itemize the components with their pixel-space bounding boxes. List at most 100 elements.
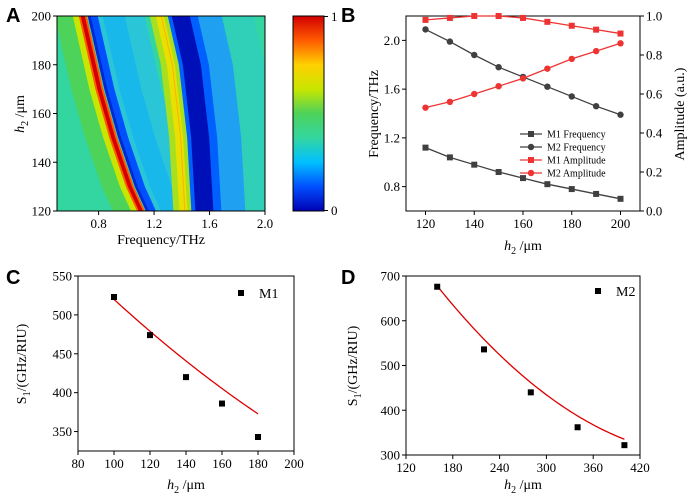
series-point-m2-frequency-5 [544,83,551,90]
scatter-d-xtick-label-0: 120 [396,460,416,475]
scatter-d-legend-marker [595,288,601,294]
scatter-d-ylabel-main: S [346,398,361,406]
scatter-c-legend: M1 [238,287,278,302]
line-chart-right-ytick-label-3: 0.6 [646,87,663,102]
panel-b-line-chart: 120 140 160 180 200 0.8 1.2 1.6 2.0 0.0 0.2 0.4 0.6 0… [367,9,688,258]
scatter-d-point-1 [481,346,487,353]
scatter-d-xlabel-sub: 2 [511,485,516,495]
scatter-c-ytick-label-4: 550 [53,269,73,284]
series-point-m1-frequency-8 [617,195,624,202]
colorbar: 1 0 [292,9,338,218]
scatter-c-xtick-label-6: 200 [284,456,304,471]
heat-band-cyan-deep [102,16,183,211]
series-point-m1-frequency-0 [422,144,429,151]
scatter-d-point-2 [527,389,534,396]
line-chart-xtick-label-0: 120 [416,216,436,231]
series-point-m2-frequency-2 [471,51,478,59]
legend-label-m1-amplitude: M1 Amplitude [547,156,606,167]
series-point-m1-frequency-7 [593,190,600,197]
scatter-d-legend: M2 [595,285,635,300]
scatter-d-plot [434,283,628,449]
heatmap-ytick-label-0: 120 [32,204,52,219]
scatter-d-xtick-label-3: 300 [537,460,557,475]
scatter-c-xlabel-unit: /μm [179,478,205,493]
scatter-d-frame [405,275,641,456]
heat-band-red-m1 [80,16,143,211]
line-chart-ylabel-left: Frequency/THz [367,70,382,158]
scatter-c-point-4 [255,434,261,440]
heatmap-xtick-label-1: 1.2 [146,216,162,231]
heatmap-axes: 0.8 1.2 1.6 2.0 120 140 160 180 200 [32,9,274,232]
series-point-m2-amplitude-1 [446,98,454,106]
colorbar-min-label: 0 [331,203,338,218]
line-chart-left-ytick-label-2: 1.6 [384,82,401,97]
heatmap-ytick-label-3: 180 [32,57,52,72]
scatter-d-ylabel-sub: 1 [353,393,364,398]
scatter-c-xtick-label-3: 140 [176,456,196,471]
panel-d-scatter: 120 180 240 300 360 420 300 400 500 600 700 M2 h2 … [346,269,650,495]
series-line-m2-frequency [425,28,621,116]
line-chart-xlabel: h2 /μm [504,239,542,257]
scatter-c-ytick-label-2: 450 [53,346,73,361]
scatter-d-ytick-label-0: 300 [381,448,401,463]
line-chart-xtick-label-4: 200 [611,216,631,231]
scatter-d-xtick-label-4: 360 [583,460,603,475]
series-point-m2-amplitude-6 [568,55,575,63]
scatter-c-xtick-label-1: 100 [104,456,124,471]
scatter-c-ylabel-unit: /(GHz/RIU) [15,323,30,391]
series-point-m1-amplitude-5 [544,18,551,25]
legend-marker-m1-frequency [528,131,534,137]
scatter-c-xtick-label-0: 80 [72,456,85,471]
series-point-m2-amplitude-0 [422,104,429,111]
series-point-m2-amplitude-3 [495,83,502,90]
line-chart-left-ytick-label-1: 1.2 [384,130,400,145]
line-chart-right-ytick-label-0: 0.0 [646,204,662,219]
heatmap-resonance-bands [57,16,265,211]
series-point-m1-frequency-3 [495,169,502,175]
scatter-c-xtick-label-5: 180 [248,456,268,471]
scatter-c-ylabel-sub: 1 [22,391,33,396]
panel-label-a: A [6,5,20,27]
heatmap-ylabel: h2 /μm [13,95,31,133]
scatter-c-xtick-label-2: 120 [140,456,160,471]
series-point-m1-amplitude-7 [593,26,600,33]
line-chart-right-ytick-label-4: 0.8 [646,48,662,63]
line-chart-right-ytick-label-1: 0.2 [646,165,662,180]
panel-label-c: C [6,267,20,289]
scatter-d-xlabel: h2 /μm [504,478,542,495]
heat-band-blue-post [87,16,156,211]
scatter-d-xlabel-unit: /μm [516,478,542,493]
scatter-d-ytick-label-2: 500 [381,358,401,373]
series-point-m1-amplitude-0 [422,16,429,23]
scatter-c-axes: 80 100 120 140 160 180 200 350 400 450 500 550 [53,269,304,472]
scatter-d-ytick-label-4: 700 [381,269,401,284]
heat-band-darkblue-m2 [171,16,214,211]
scatter-c-ytick-label-3: 500 [53,307,73,322]
scatter-d-ylabel: S1/(GHz/RIU) [346,325,364,406]
scatter-d-point-3 [574,424,581,431]
heat-band-yellow-pre [72,16,139,211]
series-point-m2-frequency-1 [446,38,454,45]
legend-marker-m1-amplitude [528,157,534,163]
scatter-d-ylabel-unit: /(GHz/RIU) [346,325,361,393]
scatter-d-point-0 [434,283,441,290]
heatmap-xtick-label-2: 1.6 [201,216,218,231]
series-point-m1-amplitude-1 [446,14,453,21]
scatter-c-plot [111,294,261,440]
heatmap-ytick-label-4: 200 [32,9,52,24]
series-point-m2-amplitude-2 [471,90,478,98]
line-chart-frame [405,15,641,212]
scatter-c-ylabel: S1/(GHz/RIU) [15,323,33,404]
scatter-c-xlabel-sub: 2 [174,485,179,495]
line-chart-xlabel-sub: 2 [511,246,516,257]
heat-band-lightblue-far [197,16,248,211]
heatmap-xlabel: Frequency/THz [117,233,205,248]
scatter-d-axes: 120 180 240 300 360 420 300 400 500 600 700 [381,269,650,476]
scatter-d-fit-line [436,285,625,440]
line-chart-xtick-label-3: 180 [562,216,582,231]
heatmap-ylabel-main: h [13,126,28,133]
series-point-m1-frequency-6 [568,186,575,193]
scatter-c-point-2 [183,374,189,381]
legend-marker-m2-amplitude [527,169,535,177]
